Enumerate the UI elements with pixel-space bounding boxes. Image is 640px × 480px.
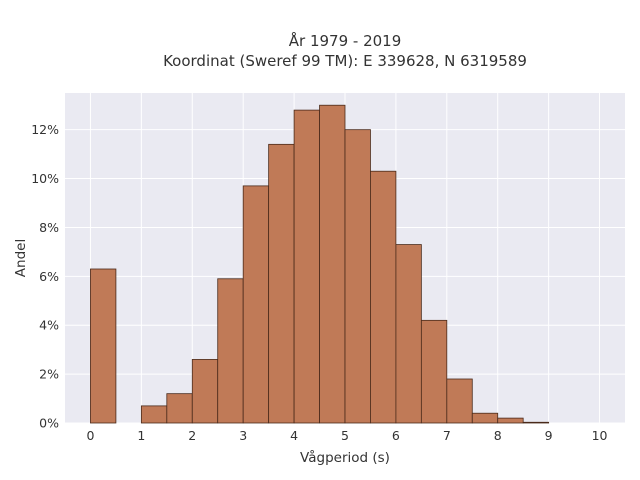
y-tick-label: 8% <box>39 220 59 235</box>
x-tick-label: 3 <box>239 428 247 443</box>
histogram-bar <box>522 421 550 424</box>
y-tick-label: 10% <box>31 171 59 186</box>
histogram-bar <box>90 268 117 424</box>
histogram-bar <box>217 278 244 424</box>
y-tick-label: 4% <box>39 318 59 333</box>
x-tick-label: 10 <box>592 428 608 443</box>
histogram-bar <box>446 378 473 424</box>
y-tick-label: 12% <box>31 122 59 137</box>
histogram-bar <box>166 393 193 424</box>
histogram-bar <box>140 405 168 424</box>
x-tick-label: 5 <box>341 428 349 443</box>
histogram-bar <box>191 359 219 424</box>
x-axis-label: Vågperiod (s) <box>300 449 390 466</box>
x-tick-label: 4 <box>290 428 298 443</box>
x-tick-label: 2 <box>188 428 196 443</box>
histogram-bar <box>268 143 295 424</box>
x-tick-label: 7 <box>443 428 451 443</box>
y-tick-label: 2% <box>39 367 59 382</box>
x-tick-label: 1 <box>137 428 145 443</box>
chart-title-line-1: År 1979 - 2019 <box>289 31 402 50</box>
histogram-bar <box>242 185 270 424</box>
y-tick-labels: 0% 2% 4% 6% 8% 10% 12% <box>31 122 59 430</box>
histogram-bar <box>395 244 422 424</box>
histogram-bar <box>471 412 499 424</box>
histogram-bar <box>420 319 448 424</box>
y-axis-label: Andel <box>13 239 29 277</box>
histogram-bar <box>344 129 371 424</box>
x-tick-label: 9 <box>545 428 553 443</box>
x-tick-label: 6 <box>392 428 400 443</box>
x-tick-label: 0 <box>86 428 94 443</box>
y-tick-label: 0% <box>39 416 59 431</box>
y-tick-label: 6% <box>39 269 59 284</box>
histogram-bar <box>319 104 346 424</box>
histogram-bars <box>90 104 550 424</box>
chart-title-line-2: Koordinat (Sweref 99 TM): E 339628, N 63… <box>163 52 527 70</box>
x-tick-label: 8 <box>494 428 502 443</box>
x-tick-labels: 0 1 2 3 4 5 6 7 8 9 10 <box>86 428 607 443</box>
histogram-bar <box>370 170 397 424</box>
histogram-bar <box>293 109 320 424</box>
histogram-bar <box>497 417 524 424</box>
